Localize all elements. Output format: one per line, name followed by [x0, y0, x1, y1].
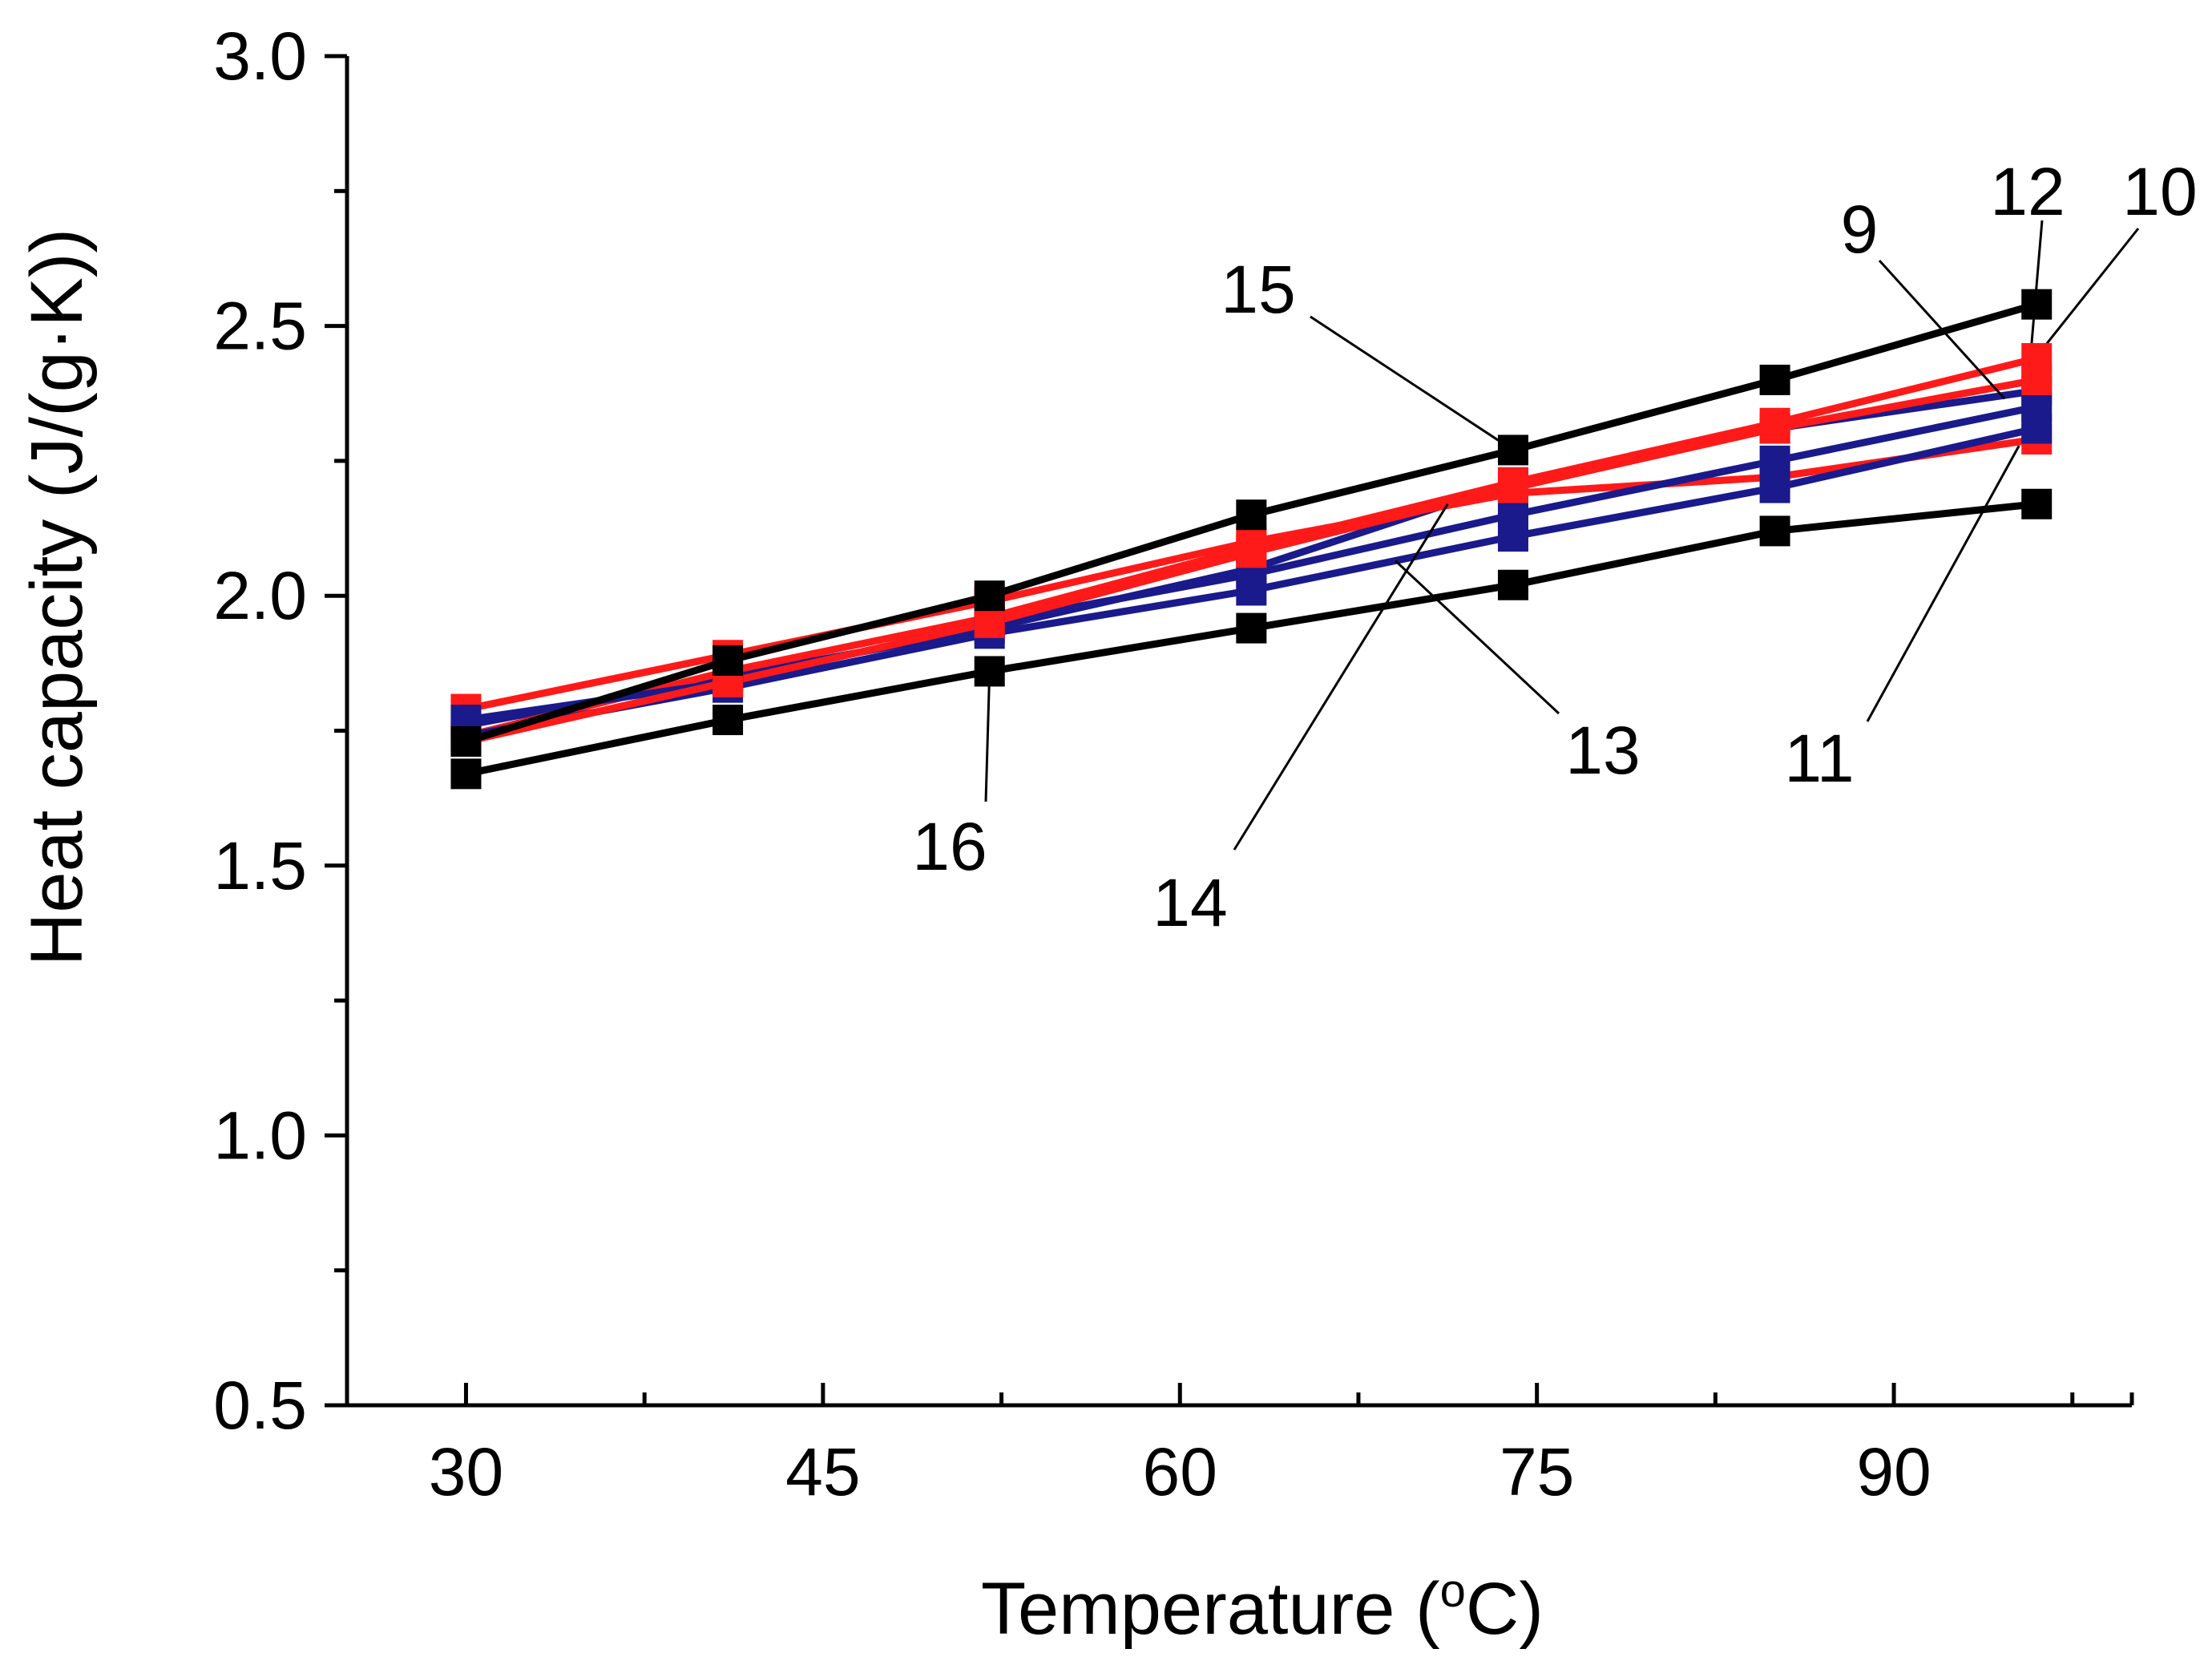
y-tick-label: 2.5: [213, 289, 307, 364]
series-15-point-1: [450, 725, 482, 757]
series-13-point-5: [1497, 521, 1528, 552]
annotation-leader-16: [984, 671, 991, 802]
annotation-leader-11: [1866, 445, 2020, 722]
series-15-point-4: [1236, 499, 1267, 531]
annotation-label-10: 10: [2122, 154, 2197, 229]
annotation-leaders: [984, 220, 2140, 851]
series-13-point-4: [1236, 575, 1267, 606]
y-tick-label: 2.0: [213, 558, 307, 633]
x-axis-title-unit: C): [1466, 1568, 1544, 1650]
series-markers: [450, 289, 2053, 790]
annotation-label-13: 13: [1565, 713, 1640, 788]
axes: 0.5 1.0 1.5 2.0 2.5 3.0 30 45 60 75 90: [213, 18, 2134, 1509]
x-tick-label: 30: [429, 1434, 503, 1509]
series-14-point-5: [1497, 472, 1528, 503]
series-16-point-3: [974, 656, 1005, 687]
series-15-point-7: [2021, 289, 2053, 320]
annotation-label-9: 9: [1841, 192, 1879, 267]
series-16-point-2: [712, 705, 744, 736]
annotation-label-11: 11: [1784, 721, 1854, 796]
x-axis-title-text: Temperature (: [981, 1568, 1440, 1650]
series-14-point-4: [1236, 537, 1267, 568]
series-16-point-7: [2021, 488, 2053, 519]
annotation-label-12: 12: [1990, 154, 2065, 229]
series-15-point-6: [1759, 364, 1790, 395]
series-15-point-5: [1497, 434, 1528, 466]
annotation-leader-13: [1394, 560, 1560, 715]
series-14-point-7: [2021, 364, 2053, 395]
x-axis-title: Temperature (oC): [981, 1565, 1544, 1650]
series-16-point-1: [450, 758, 482, 790]
annotation-leader-15: [1310, 315, 1514, 451]
series-14-point-3: [974, 607, 1005, 638]
annotation-label-16: 16: [912, 809, 987, 884]
series-15-point-2: [712, 645, 744, 676]
series-12-point-6: [1759, 445, 1790, 476]
annotation-leader-14: [1233, 503, 1449, 851]
annotation-leader-10: [2044, 228, 2140, 347]
x-tick-label: 60: [1143, 1434, 1217, 1509]
y-axis-title: Heat capacity (J/(g·K)): [16, 228, 98, 966]
x-tick-label: 75: [1500, 1434, 1574, 1509]
series-13-point-6: [1759, 472, 1790, 503]
x-tick-label: 90: [1856, 1434, 1931, 1509]
y-tick-label: 0.5: [213, 1368, 307, 1443]
x-tick-label: 45: [785, 1434, 860, 1509]
chart-texts: Heat capacity (J/(g·K)) Temperature (oC)…: [16, 154, 2198, 1650]
series-16-point-4: [1236, 612, 1267, 644]
y-tick-label: 1.5: [213, 828, 307, 903]
series-16-point-5: [1497, 569, 1528, 600]
series-14-point-6: [1759, 413, 1790, 444]
x-axis-title-degree: o: [1440, 1565, 1466, 1617]
annotation-label-14: 14: [1152, 865, 1227, 940]
y-tick-label: 1.0: [213, 1097, 307, 1173]
annotation-leader-9: [1878, 259, 2006, 400]
series-13-point-7: [2021, 413, 2053, 444]
series-15-point-3: [974, 580, 1005, 612]
series-16-point-6: [1759, 515, 1790, 547]
annotation-label-15: 15: [1221, 252, 1295, 327]
y-tick-label: 3.0: [213, 18, 307, 94]
